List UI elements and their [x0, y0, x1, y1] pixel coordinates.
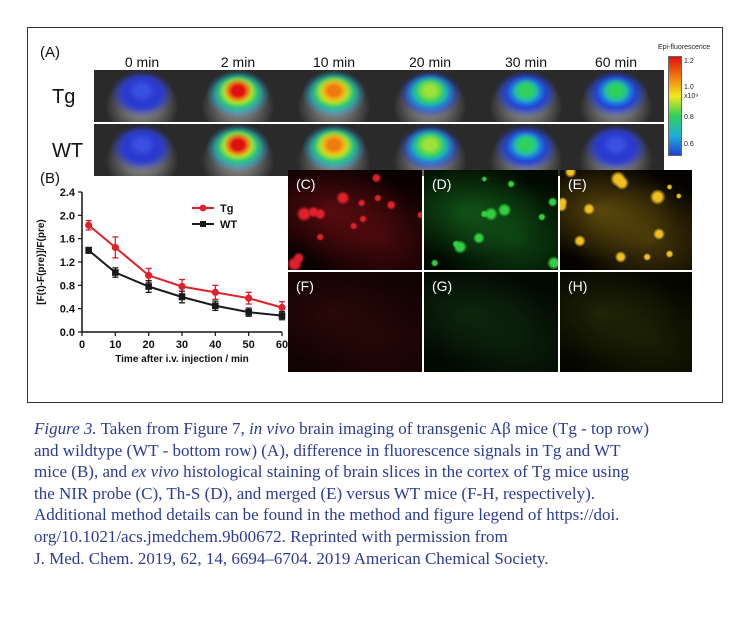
time-label-2: 10 min [312, 54, 356, 70]
row-label-tg: Tg [52, 86, 76, 108]
data-point-tg [145, 271, 153, 280]
time-label-4: 30 min [504, 54, 548, 70]
caption-text: mice (B), and [34, 462, 132, 482]
mouse-image-tile [568, 124, 664, 176]
caption-text: Taken from Figure 7, [96, 419, 250, 438]
x-tick-label: 30 [176, 339, 188, 351]
panel-a-label: (A) [40, 44, 60, 61]
row-label-wt: WT [52, 140, 84, 162]
micrograph-panel: (D) [424, 170, 558, 270]
data-point-wt [145, 283, 152, 290]
caption-line: J. Med. Chem. 2019, 62, 14, 6694–6704. 2… [34, 548, 549, 568]
y-tick-label: 1.6 [60, 234, 75, 246]
y-tick-label: 0.0 [60, 327, 75, 339]
mouse-image-tile [286, 124, 382, 176]
colorbar-tick: 0.8 [684, 114, 694, 121]
caption-text: brain imaging of transgenic Aβ mice (Tg … [294, 419, 650, 438]
micrograph-panel: (G) [424, 272, 558, 372]
caption-figure-label: Figure 3. [34, 419, 97, 438]
legend-marker [200, 221, 206, 227]
mouse-image-tile [568, 70, 664, 122]
mouse-image-tile [190, 70, 286, 122]
data-point-tg [245, 294, 253, 302]
colorbar-exponent: x10⁹ [684, 93, 699, 100]
y-tick-label: 2.0 [60, 210, 75, 222]
micrograph-panel: (H) [560, 272, 692, 372]
colorbar [668, 56, 682, 156]
x-tick-label: 60 [276, 339, 288, 351]
legend-label: WT [220, 219, 237, 231]
time-label-0: 0 min [124, 54, 160, 70]
micrograph-label: (G) [432, 278, 453, 294]
x-axis-label: Time after i.v. injection / min [115, 354, 249, 365]
y-axis-label: [F(t)-F(pre)]/F(pre) [36, 219, 47, 305]
data-point-tg [211, 288, 219, 296]
caption-line: the NIR probe (C), Th-S (D), and merged … [34, 483, 596, 503]
colorbar-tick: 1.2 [684, 58, 694, 65]
data-point-wt [278, 312, 286, 319]
legend-label: Tg [220, 203, 233, 215]
caption-italic: in vivo [249, 419, 295, 438]
caption-text: histological staining of brain slices in… [178, 462, 629, 482]
data-point-tg [111, 243, 119, 252]
mouse-image-tile [190, 124, 286, 176]
mouse-image-tile [478, 70, 574, 122]
figure-caption: Figure 3. Taken from Figure 7, in vivo b… [34, 418, 724, 569]
x-tick-label: 40 [209, 339, 221, 351]
mouse-image-tile [382, 124, 478, 176]
mouse-image-tile [94, 124, 190, 176]
legend-marker [199, 204, 207, 212]
data-point-tg [278, 303, 286, 312]
data-point-wt [112, 269, 119, 276]
time-label-3: 20 min [408, 54, 452, 70]
micrograph-label: (C) [296, 176, 316, 192]
x-tick-label: 20 [143, 339, 155, 351]
y-tick-label: 0.4 [60, 304, 76, 316]
series-line-tg [88, 224, 283, 309]
fluorescence-line-chart: 0.0 0.4 0.8 1.2 1.6 2.0 2.4 0 10 20 30 40 50 60 Time a… [36, 187, 288, 365]
micrograph-panel: (E) [560, 170, 692, 270]
micrograph-label: (H) [568, 278, 588, 294]
data-point-tg [85, 221, 93, 229]
x-tick-label: 50 [243, 339, 255, 351]
time-label-5: 60 min [594, 54, 638, 70]
series-line-wt [88, 249, 283, 317]
caption-line: org/10.1021/acs.jmedchem.9b00672. Reprin… [34, 526, 508, 546]
panel-b-label: (B) [40, 170, 60, 187]
data-point-wt [212, 302, 219, 310]
micrograph-label: (E) [568, 176, 587, 192]
mouse-image-tile [382, 70, 478, 122]
colorbar-title: Epi-fluorescence [658, 44, 711, 51]
time-label-1: 2 min [220, 54, 256, 70]
caption-line: Additional method details can be found i… [34, 505, 620, 525]
micrograph-panel: (C) [288, 170, 422, 270]
x-tick-label: 10 [109, 339, 121, 351]
mouse-image-tile [478, 124, 574, 176]
data-point-wt [85, 247, 92, 254]
colorbar-tick: 1.0 [684, 84, 694, 91]
mouse-image-tile [286, 70, 382, 122]
x-tick-label: 0 [79, 339, 85, 351]
data-point-wt [245, 308, 252, 316]
caption-italic: ex vivo [131, 462, 179, 482]
colorbar-tick: 0.6 [684, 141, 694, 148]
y-tick-label: 1.2 [60, 257, 75, 269]
caption-line: and wildtype (WT - bottom row) (A), diff… [34, 440, 621, 460]
mouse-image-tile [94, 70, 190, 122]
y-tick-label: 0.8 [60, 280, 75, 292]
data-point-wt [178, 293, 186, 301]
data-point-tg [178, 282, 186, 291]
micrograph-label: (D) [432, 176, 452, 192]
micrograph-label: (F) [296, 278, 314, 294]
y-tick-label: 2.4 [60, 187, 76, 199]
micrograph-panel: (F) [288, 272, 422, 372]
